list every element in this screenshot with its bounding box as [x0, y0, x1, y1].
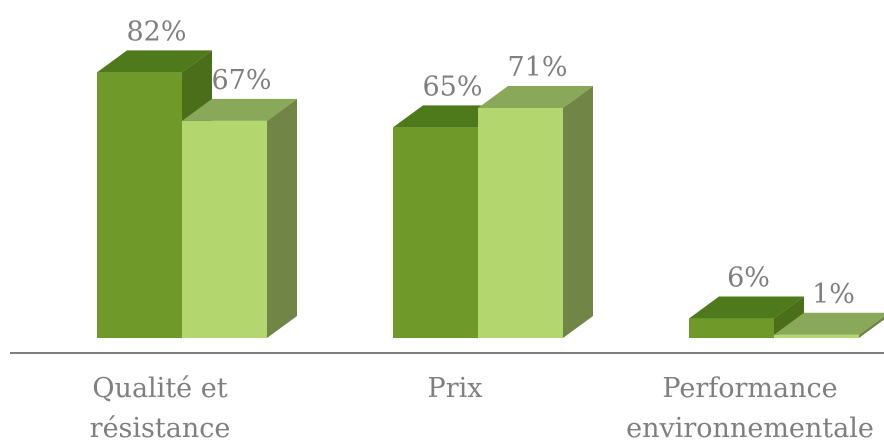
- data-label-s1-c1: 82%: [126, 16, 186, 47]
- category-labels: Qualité et résistance Prix Performance envir…: [90, 373, 874, 443]
- category-label-1-line-2: résistance: [90, 413, 231, 443]
- bar-front-s1-c3: [689, 318, 774, 338]
- bar-side-s2-c1: [267, 98, 297, 338]
- bars-layer: [97, 50, 884, 339]
- category-label-3-line-1: Performance: [662, 373, 837, 404]
- bar-top-s1-c3: [689, 296, 804, 319]
- category-label-2-line-1: Prix: [428, 373, 483, 404]
- bar-front-s2-c2: [478, 107, 563, 339]
- data-label-s2-c3: 1%: [812, 279, 855, 310]
- data-label-s2-c2: 71%: [507, 52, 567, 83]
- bar-top-s1-c1: [97, 50, 212, 73]
- bar-top-s2-c1: [182, 98, 297, 121]
- data-label-s2-c1: 67%: [211, 65, 271, 96]
- category-label-3-line-2: environnementale: [626, 413, 874, 443]
- data-label-s1-c2: 65%: [422, 71, 482, 102]
- bar-side-s1-c3: [774, 296, 804, 338]
- category-label-1-line-1: Qualité et: [92, 373, 227, 404]
- bar-side-s2-c2: [563, 85, 593, 339]
- bar-side-s2-c3: [859, 316, 884, 338]
- labels-layer: 82% 67% 65% 71% 6% 1%: [126, 16, 854, 309]
- bar-front-s2-c3: [774, 334, 859, 338]
- bar-top-s2-c3: [774, 312, 884, 335]
- bar-front-s1-c1: [97, 72, 182, 338]
- bar-top-s2-c2: [478, 85, 593, 108]
- bar-front-s1-c2: [393, 127, 478, 339]
- data-label-s1-c3: 6%: [727, 263, 770, 294]
- bar-front-s2-c1: [182, 120, 267, 338]
